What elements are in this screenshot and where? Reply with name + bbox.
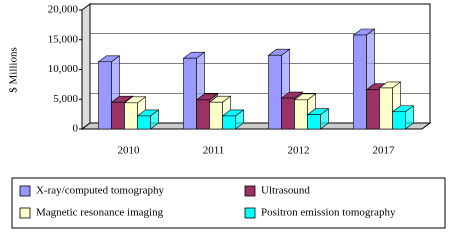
legend-label: Ultrasound bbox=[261, 185, 310, 197]
chart: $ Millions 0 5,000 10,000 15,000 20,000 2010 2… bbox=[8, 3, 446, 229]
bar bbox=[183, 57, 197, 130]
legend-label: Magnetic resonance imaging bbox=[36, 207, 164, 219]
legend-label: X-ray/computed tomography bbox=[36, 185, 164, 197]
x-tick-label: 2017 bbox=[373, 145, 396, 157]
legend-swatch bbox=[19, 207, 31, 219]
x-tick-label: 2012 bbox=[288, 145, 310, 157]
bar bbox=[294, 99, 308, 130]
legend-swatch bbox=[244, 185, 256, 197]
bar bbox=[222, 115, 236, 130]
y-tick-label: 15,000 bbox=[48, 33, 79, 45]
bar bbox=[281, 97, 295, 130]
y-axis-label: $ Millions bbox=[8, 47, 20, 93]
bar bbox=[137, 115, 151, 130]
bar bbox=[196, 99, 210, 130]
y-tick-label: 5,000 bbox=[53, 93, 78, 105]
bar bbox=[366, 89, 380, 130]
x-tick-label: 2010 bbox=[118, 145, 141, 157]
legend-label: Positron emission tomography bbox=[261, 207, 396, 219]
bar bbox=[307, 114, 321, 130]
bar bbox=[124, 102, 138, 130]
legend-swatch bbox=[19, 185, 31, 197]
legend-box bbox=[11, 177, 446, 229]
bar bbox=[111, 101, 125, 130]
bar bbox=[209, 101, 223, 130]
y-tick-label: 10,000 bbox=[48, 63, 79, 75]
bar bbox=[392, 111, 406, 130]
bar bbox=[268, 54, 282, 130]
y-tick-label: 0 bbox=[73, 123, 79, 135]
y-tick-label: 20,000 bbox=[48, 4, 79, 16]
legend-swatch bbox=[244, 207, 256, 219]
bar bbox=[379, 87, 393, 130]
bar bbox=[353, 34, 367, 130]
side-wall bbox=[81, 3, 91, 130]
x-tick-label: 2011 bbox=[203, 145, 225, 157]
bar bbox=[98, 61, 112, 130]
